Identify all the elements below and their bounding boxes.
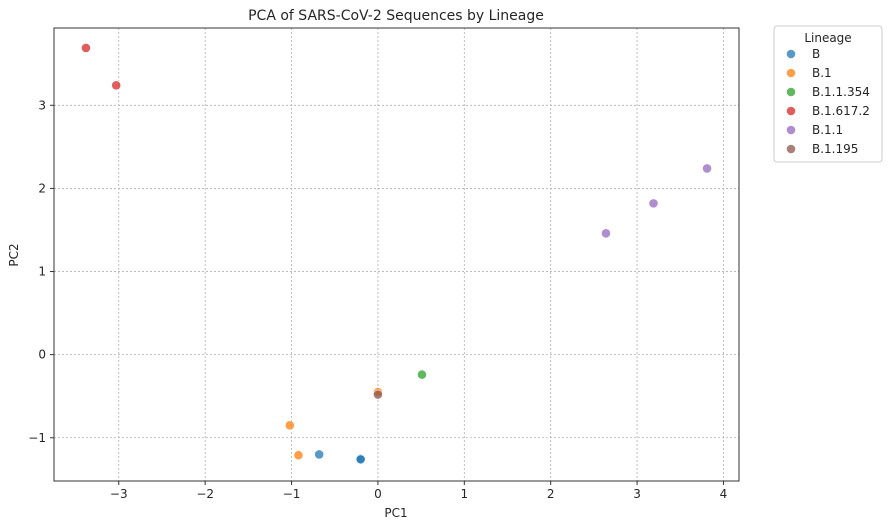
x-tick-label: 4 — [720, 487, 728, 501]
x-tick-label: 3 — [633, 487, 641, 501]
chart-title: PCA of SARS-CoV-2 Sequences by Lineage — [248, 8, 544, 24]
data-point — [373, 389, 383, 400]
legend-label: B — [812, 47, 820, 61]
data-point — [111, 80, 122, 91]
data-point — [417, 369, 427, 380]
x-axis: −3 −2 −1 0 1 2 3 4 — [110, 481, 727, 501]
data-point — [293, 450, 304, 461]
x-tick-label: −3 — [110, 487, 128, 501]
y-axis: −1 0 1 2 3 — [28, 98, 54, 445]
legend-label: B.1.195 — [812, 142, 858, 156]
y-tick-label: −1 — [28, 431, 46, 445]
y-tick-label: 3 — [38, 98, 46, 112]
legend-title: Lineage — [804, 31, 851, 45]
legend-items: B B.1 B.1.1.354 B.1.617.2 B.1.1 B.1.195 — [786, 47, 870, 156]
legend-marker — [786, 144, 796, 154]
x-tick-label: 0 — [374, 487, 382, 501]
legend-frame — [773, 25, 883, 163]
y-tick-label: 1 — [38, 265, 46, 279]
data-point — [355, 454, 366, 465]
x-tick-label: −2 — [196, 487, 214, 501]
points-layer — [81, 43, 712, 465]
plot-frame — [53, 27, 740, 482]
x-tick-label: 1 — [460, 487, 468, 501]
legend-marker — [786, 68, 796, 78]
data-point — [314, 449, 325, 460]
data-point — [284, 420, 295, 431]
legend-label: B.1.1.354 — [812, 85, 870, 99]
legend-label: B.1.1 — [812, 123, 843, 137]
data-point — [702, 163, 712, 174]
y-tick-label: 0 — [38, 348, 46, 362]
legend-marker — [786, 125, 796, 135]
legend-label: B.1.617.2 — [812, 104, 870, 118]
x-tick-label: 2 — [547, 487, 555, 501]
grid-layer — [54, 28, 739, 481]
x-tick-label: −1 — [283, 487, 301, 501]
x-axis-label: PC1 — [384, 506, 407, 520]
y-axis-label: PC2 — [7, 243, 21, 266]
legend-marker — [786, 49, 796, 59]
data-point — [601, 228, 611, 239]
y-tick-label: 2 — [38, 181, 46, 195]
legend-marker — [786, 87, 796, 97]
legend-marker — [786, 106, 796, 116]
legend: Lineage B B.1 B.1.1.354 B.1.617.2 B.1.1 B.1.1… — [773, 25, 883, 163]
data-point — [648, 198, 659, 209]
data-point — [81, 43, 91, 53]
legend-label: B.1 — [812, 66, 832, 80]
